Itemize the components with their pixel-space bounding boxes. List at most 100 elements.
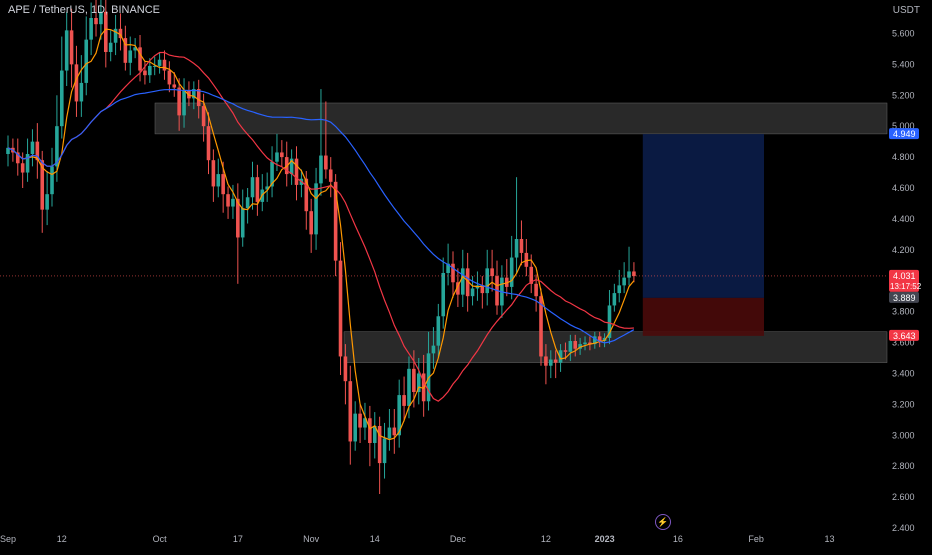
candle-body xyxy=(50,166,54,195)
candle-body xyxy=(79,82,84,102)
candle-body xyxy=(534,283,538,297)
candle-body xyxy=(108,42,113,52)
candle-body xyxy=(157,59,162,66)
candle-body xyxy=(270,161,274,187)
candle-body xyxy=(348,381,353,442)
candle-body xyxy=(524,252,529,267)
time-tick-label: Sep xyxy=(0,534,16,544)
time-tick-label: Oct xyxy=(153,534,168,544)
candle-body xyxy=(627,271,631,278)
candle-body xyxy=(196,89,201,107)
candle-body xyxy=(99,11,103,25)
candle-body xyxy=(333,181,338,261)
zones-layer xyxy=(154,102,888,363)
candle-body xyxy=(416,373,421,392)
moving-average-line xyxy=(7,28,635,441)
price-label-box xyxy=(889,269,919,292)
moving-average-line xyxy=(7,51,634,402)
candle-body xyxy=(588,342,592,345)
candle-body xyxy=(294,158,299,185)
price-tick-label: 5.200 xyxy=(892,90,915,100)
time-tick-label: 16 xyxy=(673,534,683,544)
candle-body xyxy=(338,260,343,357)
candle-body xyxy=(6,147,10,154)
price-tick-label: 3.000 xyxy=(892,430,915,440)
candle-body xyxy=(40,160,45,210)
candle-body xyxy=(152,65,157,67)
candle-body xyxy=(162,59,167,71)
candle-body xyxy=(412,368,416,392)
candle-body xyxy=(138,47,142,71)
candle-body xyxy=(436,316,441,346)
candle-body xyxy=(368,418,372,443)
time-tick-label: 13 xyxy=(825,534,835,544)
candle-body xyxy=(15,152,20,164)
candle-body xyxy=(607,305,612,338)
candle-body xyxy=(265,186,269,190)
candle-body xyxy=(431,345,436,354)
candle-body xyxy=(372,426,377,443)
price-tick-label: 2.800 xyxy=(892,461,915,471)
candle-body xyxy=(20,163,25,173)
candle-body xyxy=(45,194,49,210)
lightning-icon[interactable]: ⚡ xyxy=(655,514,671,530)
candle-body xyxy=(211,160,216,187)
candle-body xyxy=(460,268,465,295)
candle-body xyxy=(304,178,309,212)
candle-body xyxy=(480,285,485,294)
candle-body xyxy=(514,239,519,258)
time-tick-label: 2023 xyxy=(595,534,615,544)
price-tick-label: 5.400 xyxy=(892,59,915,69)
candle-body xyxy=(490,268,494,277)
candle-body xyxy=(84,39,89,83)
candle-body xyxy=(593,336,597,345)
candle-body xyxy=(578,344,582,349)
candle-body xyxy=(573,341,578,349)
candle-body xyxy=(118,28,123,39)
candle-body xyxy=(64,30,69,71)
price-label-box xyxy=(889,291,919,303)
candle-body xyxy=(192,89,196,99)
candle-body xyxy=(539,296,543,357)
candle-body xyxy=(617,285,622,294)
candle-body xyxy=(167,70,172,85)
candle-body xyxy=(387,427,392,439)
candle-body xyxy=(456,282,460,295)
candle-body xyxy=(289,158,294,175)
price-tick-label: 3.200 xyxy=(892,399,915,409)
candle-body xyxy=(245,197,250,209)
candle-body xyxy=(143,70,147,76)
candle-body xyxy=(201,106,206,127)
candle-body xyxy=(221,174,225,195)
countdown-label: 13:17:52 xyxy=(890,282,922,291)
candle-body xyxy=(519,239,524,253)
price-label-text: 4.031 xyxy=(893,271,916,281)
candle-body xyxy=(133,47,137,51)
price-tick-label: 4.200 xyxy=(892,245,915,255)
price-tick-label: 5.600 xyxy=(892,28,915,38)
candle-body xyxy=(451,263,455,283)
candle-body xyxy=(148,65,152,76)
candle-body xyxy=(280,152,284,158)
candle-body xyxy=(328,169,333,182)
candle-body xyxy=(358,413,362,428)
candle-body xyxy=(226,194,230,207)
candle-body xyxy=(402,395,406,406)
candle-body xyxy=(314,183,318,235)
price-tick-label: 4.400 xyxy=(892,214,915,224)
candle-body xyxy=(177,87,181,116)
candle-body xyxy=(236,198,240,238)
candle-body xyxy=(446,263,450,273)
candle-body xyxy=(123,38,128,63)
price-label-text: 3.643 xyxy=(893,331,916,341)
candle-body xyxy=(465,268,470,297)
candle-body xyxy=(206,126,211,161)
candle-body xyxy=(89,18,93,40)
price-tick-label: 3.800 xyxy=(892,307,915,317)
time-tick-label: 14 xyxy=(370,534,380,544)
time-tick-label: Feb xyxy=(748,534,764,544)
price-tick-label: 2.400 xyxy=(892,523,915,533)
candle-body xyxy=(30,141,35,154)
